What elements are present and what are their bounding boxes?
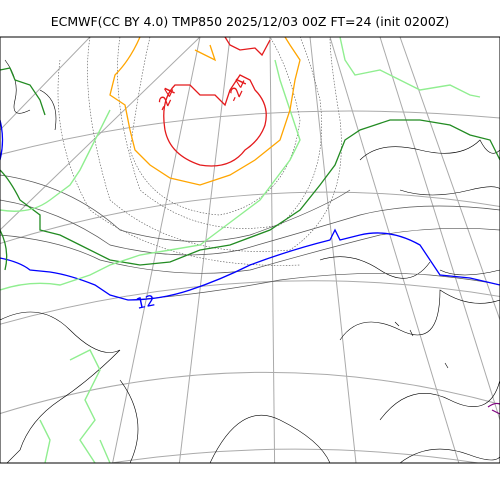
map-title: ECMWF(CC BY 4.0) TMP850 2025/12/03 00Z F… (50, 14, 450, 29)
isotherm-plus12-edge (0, 119, 4, 161)
contour-label-minus24-right: -24 (224, 75, 251, 105)
isotherms-minus6 (0, 67, 500, 271)
isotherm-plus12 (0, 228, 500, 301)
contour-label-minus24-left: -24 (153, 84, 180, 114)
isotherms-minus24 (163, 37, 271, 167)
isotherms-minus18 (109, 37, 301, 186)
isotherms-minus12 (0, 37, 481, 463)
contour-label-plus12: 12 (134, 291, 156, 313)
isotherms-dotted (57, 37, 342, 266)
coastlines (0, 59, 500, 463)
isotherm-plus18 (487, 402, 500, 415)
map-frame (0, 36, 500, 464)
isotherms-gray (0, 174, 500, 301)
